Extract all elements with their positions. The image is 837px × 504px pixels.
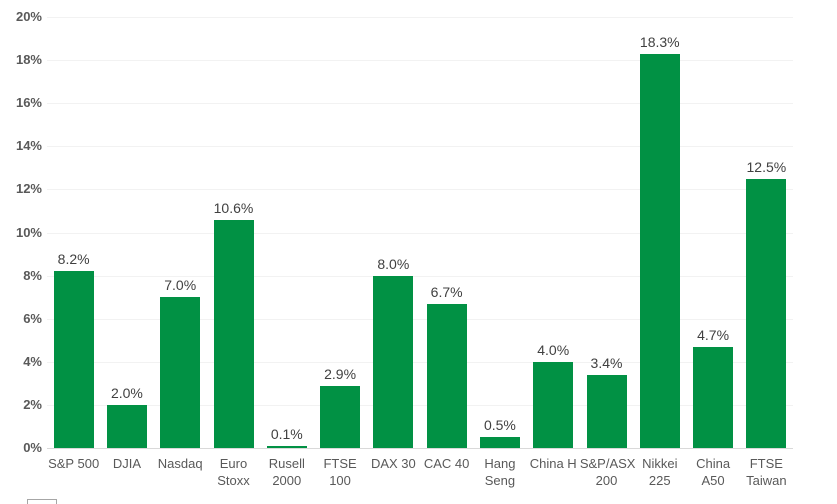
bar-china-a50	[693, 346, 734, 448]
y-tick-label: 18%	[15, 52, 42, 68]
bar-s-p-500	[53, 271, 94, 448]
data-label: 4.0%	[537, 341, 570, 358]
bar-rusell-2000	[266, 445, 307, 448]
gridline	[47, 361, 793, 363]
y-tick-label: 14%	[15, 138, 42, 154]
data-label: 0.5%	[483, 417, 516, 434]
y-tick-label: 12%	[15, 181, 42, 197]
x-tick-label: Euro Stoxx	[217, 456, 250, 488]
data-label: 4.7%	[697, 326, 730, 343]
x-tick-label: Nikkei 225	[642, 456, 678, 488]
data-label: 7.0%	[164, 277, 197, 294]
data-label: 3.4%	[590, 354, 623, 371]
x-tick-label: CAC 40	[423, 456, 470, 471]
bar-cac-40	[426, 303, 467, 448]
bar-nikkei-225	[639, 53, 680, 448]
partial-cell-border	[27, 499, 57, 504]
x-tick-label: DJIA	[112, 456, 141, 471]
bar-ftse-taiwan	[746, 178, 787, 448]
data-label: 0.1%	[270, 425, 303, 442]
x-tick-label: China H	[529, 456, 577, 471]
x-tick-label: S&P 500	[48, 456, 100, 471]
data-label: 6.7%	[430, 283, 463, 300]
bar-djia	[106, 404, 147, 448]
gridline	[47, 60, 793, 62]
data-label: 18.3%	[639, 33, 680, 50]
y-tick-label: 0%	[23, 440, 42, 455]
x-tick-label: DAX 30	[370, 456, 416, 471]
gridline	[47, 318, 793, 320]
gridline	[47, 103, 793, 105]
gridline	[47, 17, 793, 18]
bar-dax-30	[373, 275, 414, 448]
y-tick-label: 20%	[15, 9, 42, 24]
bar-nasdaq	[160, 297, 201, 448]
data-label: 8.2%	[57, 251, 90, 268]
x-tick-label: Rusell 2000	[268, 456, 305, 488]
data-label: 2.9%	[324, 365, 357, 382]
bar-hang-seng	[479, 437, 520, 448]
gridline	[47, 232, 793, 234]
x-tick-label: FTSE 100	[323, 456, 357, 488]
gridline	[47, 189, 793, 191]
bar-s-p-asx-200	[586, 374, 627, 448]
x-tick-label: Hang Seng	[484, 456, 516, 488]
gridline	[47, 275, 793, 277]
x-tick-label: FTSE Taiwan	[746, 456, 787, 488]
y-tick-label: 2%	[23, 396, 42, 412]
bar-china-h	[533, 361, 574, 448]
data-label: 8.0%	[377, 255, 410, 272]
x-tick-label: China A50	[696, 456, 731, 488]
data-label: 2.0%	[110, 384, 143, 401]
gridline	[47, 404, 793, 406]
bar-euro-stoxx	[213, 219, 254, 448]
y-tick-label: 6%	[23, 310, 42, 326]
bar-ftse-100	[320, 385, 361, 448]
plot-area: 8.2% 2.0% 7.0% 10.6% 0.1% 2.9% 8.0% 6.7% 0.5% 4.0…	[47, 17, 793, 449]
x-tick-label: S&P/ASX 200	[579, 456, 636, 488]
gridline	[47, 146, 793, 148]
data-label: 10.6%	[213, 199, 254, 216]
y-tick-label: 10%	[15, 224, 42, 240]
y-tick-label: 4%	[23, 353, 42, 369]
x-tick-label: Nasdaq	[157, 456, 203, 471]
y-tick-label: 16%	[15, 95, 42, 111]
x-axis-line	[47, 448, 793, 449]
y-tick-label: 8%	[23, 267, 42, 283]
data-label: 12.5%	[746, 158, 787, 175]
